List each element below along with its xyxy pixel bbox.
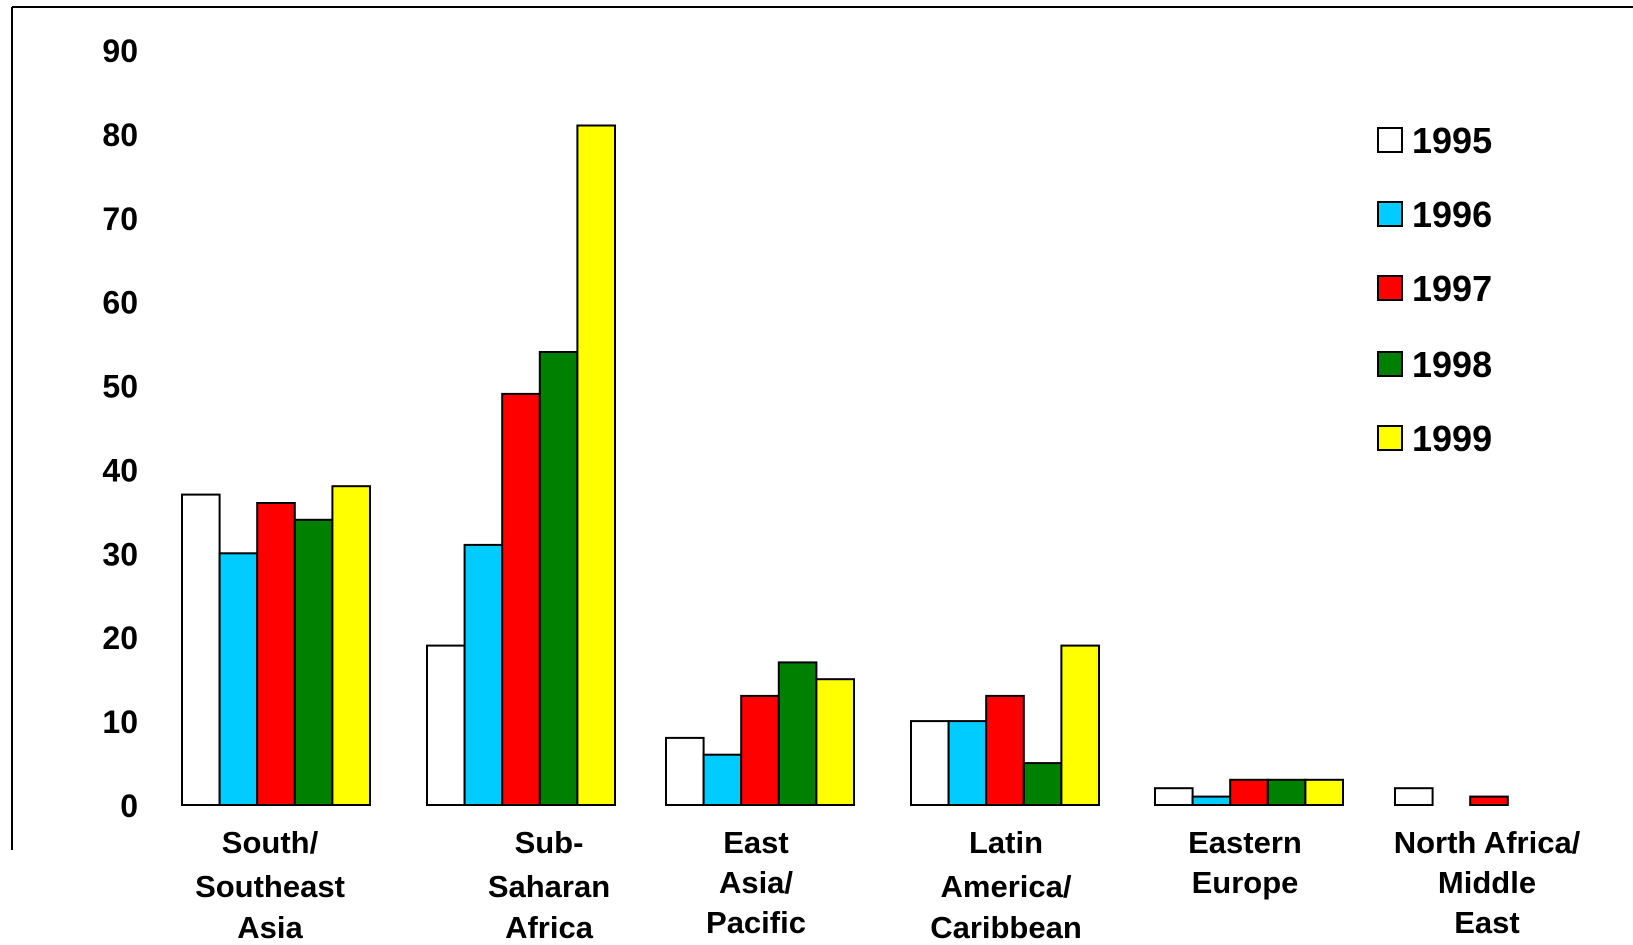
category-label: North Africa/ <box>1394 825 1581 860</box>
bar-1998 <box>1266 778 1307 806</box>
y-tick-label: 60 <box>102 285 138 321</box>
bar-1996 <box>463 543 504 807</box>
category-label: America/ <box>941 869 1072 904</box>
bar-1999 <box>815 678 856 807</box>
category-label: Pacific <box>706 905 806 940</box>
y-tick-label: 0 <box>120 788 138 824</box>
bar-1999 <box>1060 644 1101 806</box>
bar-1995 <box>665 736 705 807</box>
legend-swatch-1997 <box>1377 275 1403 301</box>
legend-swatch-1996 <box>1377 201 1403 227</box>
y-tick-label: 90 <box>102 33 138 69</box>
y-tick-label: 40 <box>102 452 138 488</box>
legend-swatch-1998 <box>1377 351 1403 377</box>
category-label: Asia <box>237 910 303 945</box>
bar-1997 <box>985 694 1025 807</box>
category-label: Asia/ <box>719 865 793 900</box>
bar-1995 <box>181 493 221 806</box>
legend-label: 1995 <box>1412 120 1492 161</box>
category-label: Eastern <box>1188 825 1302 860</box>
legend-swatch-1995 <box>1377 127 1403 153</box>
category-label: Southeast <box>195 869 345 904</box>
bar-1996 <box>218 552 259 806</box>
category-label: Sub- <box>515 825 584 860</box>
y-axis: 0 10 20 30 40 50 60 70 80 90 <box>102 33 138 824</box>
bar-1996 <box>1191 795 1232 806</box>
legend-label: 1998 <box>1412 344 1492 385</box>
bar-1998 <box>1022 762 1063 806</box>
bar-1997 <box>740 694 780 807</box>
y-tick-label: 50 <box>102 369 138 405</box>
category-label: East <box>723 825 788 860</box>
category-label: Middle <box>1438 865 1536 900</box>
y-tick-label: 20 <box>102 620 138 656</box>
bars <box>181 124 1509 807</box>
bar-1999 <box>576 124 617 806</box>
bar-1996 <box>947 720 988 806</box>
chart-frame <box>11 6 1633 850</box>
bar-1997 <box>1229 778 1269 806</box>
y-tick-label: 80 <box>102 117 138 153</box>
y-tick-label: 30 <box>102 536 138 572</box>
category-label: Europe <box>1192 865 1299 900</box>
bar-1997 <box>1469 795 1509 806</box>
bar-1999 <box>331 485 371 806</box>
legend-label: 1996 <box>1412 194 1492 235</box>
bar-1995 <box>1154 787 1194 807</box>
bar-1995 <box>426 644 466 806</box>
legend-label: 1999 <box>1412 418 1492 459</box>
bar-1998 <box>538 351 579 806</box>
category-label: South/ <box>222 825 319 860</box>
y-tick-label: 70 <box>102 201 138 237</box>
bar-1995 <box>1394 787 1434 807</box>
category-label: Caribbean <box>930 910 1082 945</box>
legend: 1995 1996 1997 1998 1999 <box>1377 120 1492 459</box>
bar-1995 <box>910 720 950 806</box>
bar-1998 <box>293 518 334 806</box>
category-label: Africa <box>505 910 594 945</box>
bar-1999 <box>1304 778 1345 806</box>
bar-1997 <box>256 502 296 806</box>
category-label: Latin <box>969 825 1043 860</box>
bar-1996 <box>702 753 743 807</box>
legend-label: 1997 <box>1412 268 1492 309</box>
bar-1997 <box>501 392 541 806</box>
y-tick-label: 10 <box>102 704 138 740</box>
category-label: East <box>1454 905 1519 940</box>
category-label: Saharan <box>488 869 610 904</box>
legend-swatch-1999 <box>1377 425 1403 451</box>
x-axis-categories: South/Southeast Asia Sub- Saharan Africa East… <box>195 825 1581 945</box>
bar-1998 <box>777 661 818 807</box>
